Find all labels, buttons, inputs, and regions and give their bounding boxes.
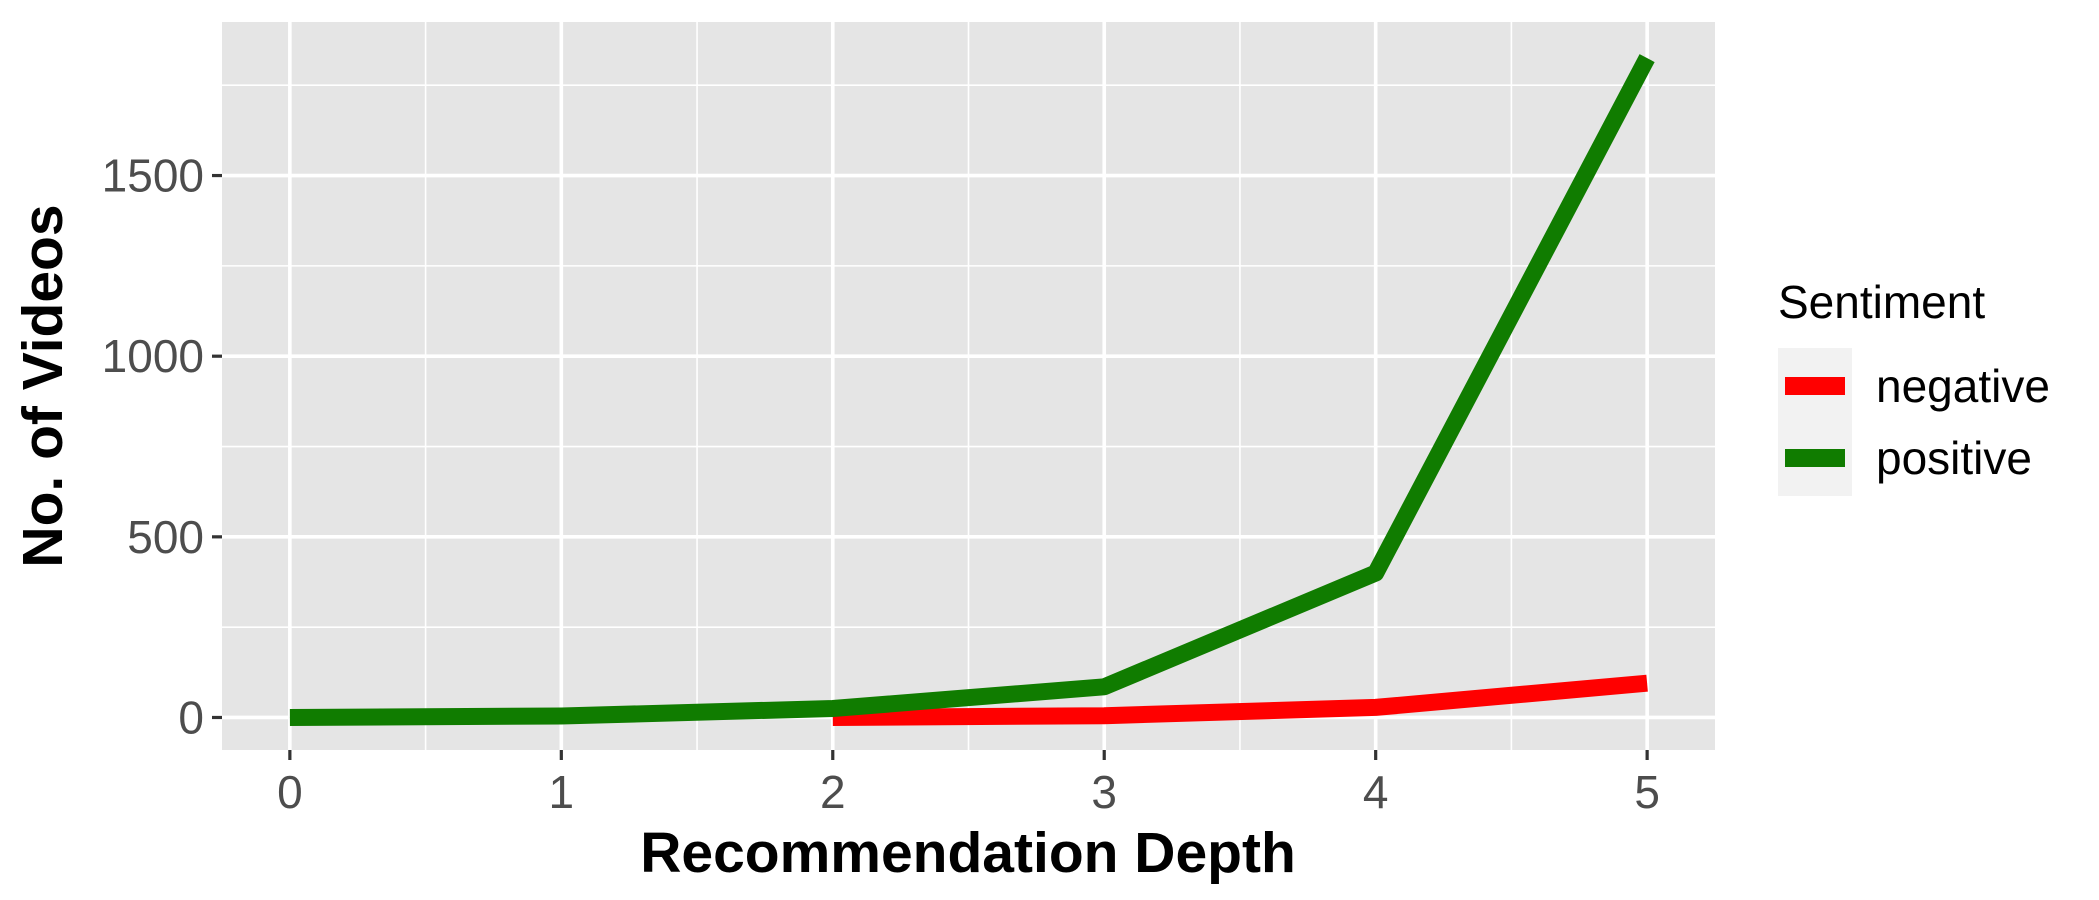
series-line-positive — [289, 54, 1655, 726]
x-axis-title: Recommendation Depth — [640, 821, 1296, 885]
legend-keys-background — [1778, 348, 1852, 496]
x-axis: 0 1 2 3 4 5 — [277, 750, 1660, 818]
y-tick-label: 1500 — [102, 150, 204, 202]
y-axis: 0 500 1000 1500 — [102, 150, 222, 743]
y-tick-label: 500 — [127, 511, 204, 563]
legend-label-negative: negative — [1876, 360, 2050, 412]
series-line-negative — [832, 674, 1648, 726]
y-tick-label: 1000 — [102, 330, 204, 382]
x-tick-label: 4 — [1363, 766, 1389, 818]
y-axis-title: No. of Videos — [11, 204, 75, 567]
x-tick-label: 3 — [1091, 766, 1117, 818]
y-tick-label: 0 — [178, 691, 204, 743]
x-tick-label: 1 — [549, 766, 575, 818]
x-tick-label: 0 — [277, 766, 303, 818]
legend-label-positive: positive — [1876, 432, 2032, 484]
minor-gridlines — [222, 22, 1715, 750]
x-tick-label: 5 — [1634, 766, 1660, 818]
series-lines — [289, 54, 1655, 726]
x-tick-label: 2 — [820, 766, 846, 818]
legend-title: Sentiment — [1778, 276, 1985, 328]
legend: Sentiment negative positive — [1778, 276, 2050, 496]
